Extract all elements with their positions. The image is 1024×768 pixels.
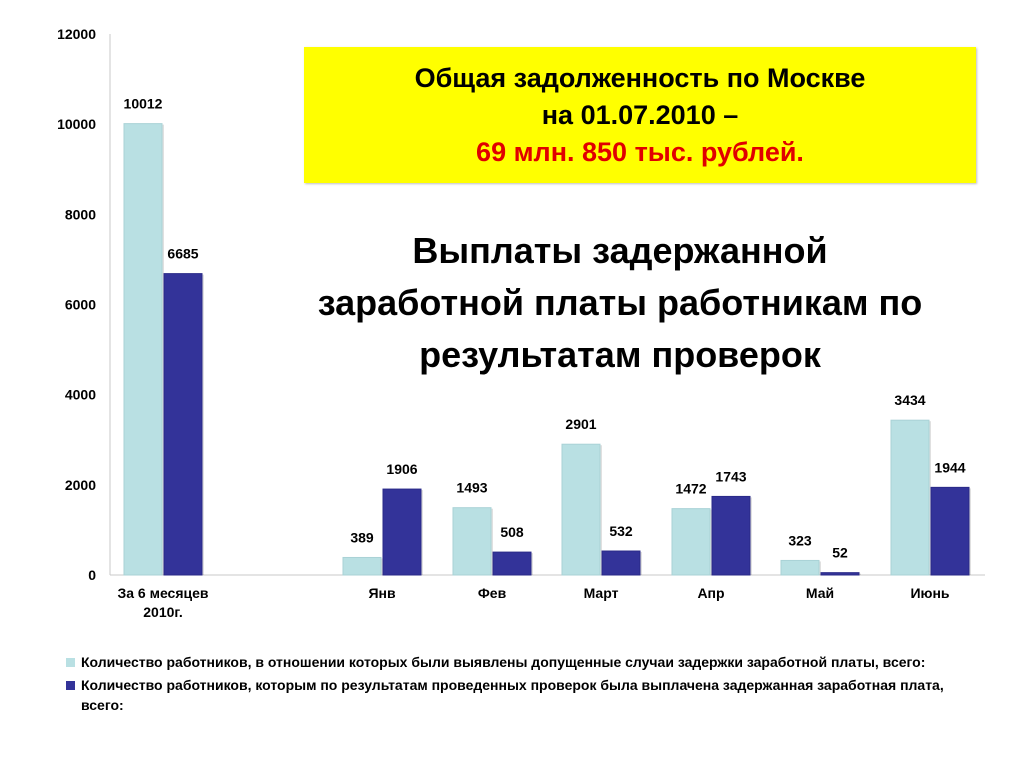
x-category-label: Июнь (910, 585, 949, 601)
bar-series-1 (780, 559, 820, 576)
x-category-label: Фев (478, 585, 507, 601)
data-label-series-2: 1944 (934, 459, 965, 475)
y-tick-label: 6000 (65, 297, 96, 313)
data-label-series-1: 1472 (675, 481, 706, 497)
bars (123, 123, 971, 576)
legend-item-series-1: Количество работников, в отношении котор… (66, 652, 986, 672)
debt-amount: 69 млн. 850 тыс. рублей. (476, 136, 804, 167)
headline-line-1: Выплаты задержанной (412, 230, 828, 271)
slide-headline: Выплаты задержанной заработной платы раб… (250, 225, 990, 381)
bar-series-2 (492, 551, 532, 576)
y-tick-label: 8000 (65, 206, 96, 222)
y-tick-label: 12000 (57, 26, 96, 42)
debt-title-line-1: Общая задолженность по Москве (414, 62, 866, 93)
data-label-series-1: 3434 (894, 392, 925, 408)
category-labels: За 6 месяцев 2010г. Янв Фев Март Апр Май Июнь (117, 585, 949, 620)
x-category-label: Март (584, 585, 619, 601)
data-labels: 10012 6685 389 1906 1493 508 2901 532 1472 1743 32… (124, 96, 966, 561)
bar-series-2 (382, 488, 422, 576)
headline-line-2: заработной платы работникам по (317, 282, 923, 323)
x-category-label: Апр (697, 585, 724, 601)
bar-series-1 (452, 507, 492, 576)
x-category-label: Май (806, 585, 834, 601)
bar-series-2 (820, 572, 860, 576)
data-label-series-1: 323 (788, 532, 812, 548)
y-tick-label: 0 (88, 567, 96, 583)
data-label-series-1: 1493 (456, 480, 487, 496)
legend-label-series-1: Количество работников, в отношении котор… (81, 654, 926, 670)
y-axis: 0 2000 4000 6000 8000 10000 12000 (57, 26, 111, 583)
data-label-series-2: 6685 (167, 246, 198, 262)
data-label-series-1: 2901 (565, 416, 596, 432)
headline-line-3: результатам проверок (419, 334, 821, 375)
x-category-label: Янв (368, 585, 396, 601)
debt-title-line-2: на 01.07.2010 – (541, 99, 739, 130)
data-label-series-1: 10012 (124, 96, 163, 112)
y-tick-label: 10000 (57, 116, 96, 132)
data-label-series-2: 52 (832, 545, 848, 561)
x-category-label: За 6 месяцев 2010г. (117, 585, 208, 620)
bar-series-1 (123, 123, 163, 576)
bar-series-2 (601, 550, 641, 576)
total-debt-callout: Общая задолженность по Москве на 01.07.2… (304, 47, 976, 183)
bar-series-2 (930, 486, 970, 576)
data-label-series-2: 508 (500, 524, 524, 540)
legend-swatch-series-2 (66, 681, 75, 690)
legend-label-series-2: Количество работников, которым по резуль… (81, 677, 944, 713)
bar-series-1 (890, 419, 930, 576)
legend-swatch-series-1 (66, 658, 75, 667)
y-tick-label: 4000 (65, 387, 96, 403)
y-tick-label: 2000 (65, 477, 96, 493)
legend: Количество работников, в отношении котор… (66, 652, 986, 718)
bar-series-1 (342, 556, 382, 576)
bar-series-2 (711, 495, 751, 576)
legend-item-series-2: Количество работников, которым по резуль… (66, 675, 986, 715)
data-label-series-2: 532 (609, 523, 633, 539)
data-label-series-2: 1743 (715, 468, 746, 484)
bar-series-1 (561, 443, 601, 576)
bar-series-2 (163, 273, 203, 576)
data-label-series-2: 1906 (386, 461, 417, 477)
bar-series-1 (671, 508, 711, 576)
data-label-series-1: 389 (350, 529, 374, 545)
